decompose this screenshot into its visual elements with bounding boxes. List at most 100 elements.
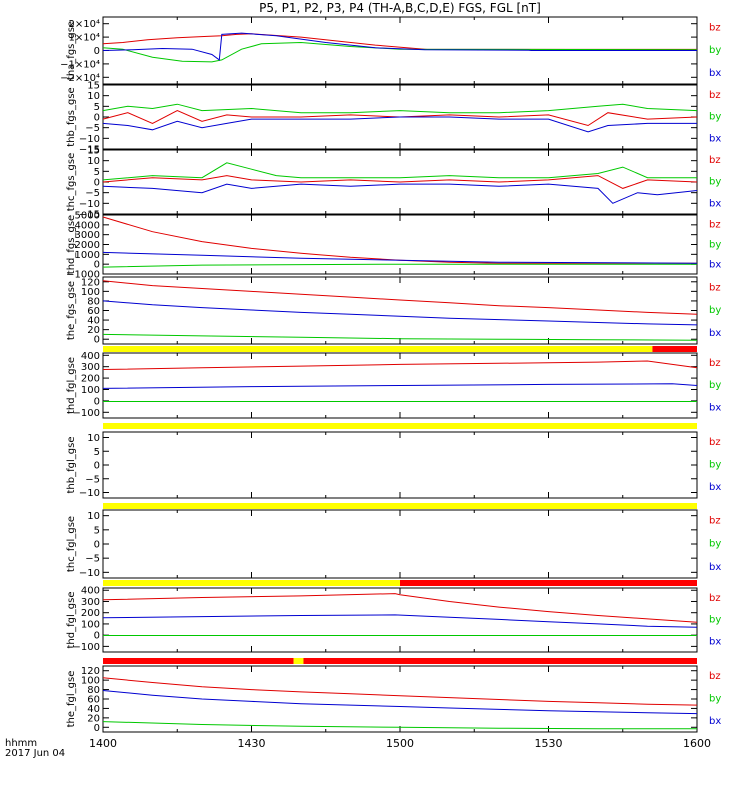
series-line-by	[102, 263, 697, 268]
y-tick-label: 10	[87, 91, 100, 102]
panel-frame	[102, 509, 698, 579]
x-tick-label: 1600	[683, 737, 711, 750]
legend-bz: bz	[709, 90, 721, 101]
y-tick-label: 5	[94, 447, 100, 458]
figure-title: P5, P1, P2, P3, P4 (TH-A,B,C,D,E) FGS, F…	[259, 1, 541, 15]
series-line-by	[102, 41, 698, 63]
y-tick-label: 0	[94, 540, 100, 551]
legend-bx: bx	[709, 68, 721, 79]
legend-bx: bx	[709, 636, 721, 647]
y-axis-label: thd_fgl_gse	[66, 357, 77, 414]
y-tick-label: 400	[81, 586, 100, 597]
y-axis-label: tha_fgs_gse	[66, 21, 77, 80]
legend-bz: bz	[709, 219, 721, 230]
y-tick-label: 20	[87, 325, 100, 336]
legend-bx: bx	[709, 198, 721, 209]
y-tick-label: −10	[79, 568, 100, 579]
y-tick-label: 300	[81, 597, 100, 608]
y-tick-label: 0	[94, 461, 100, 472]
y-tick-label: 40	[87, 316, 100, 327]
y-tick-label: 80	[87, 296, 100, 307]
y-axis-label: thb_fgl_gse	[66, 437, 77, 494]
y-tick-label: 20	[87, 713, 100, 724]
legend-bx: bx	[709, 562, 721, 573]
legend-by: by	[709, 239, 721, 250]
series-line-bx	[102, 383, 698, 389]
y-axis-label: thc_fgs_gse	[66, 153, 77, 212]
y-tick-label: 5	[94, 167, 100, 178]
y-tick-label: 0	[94, 178, 100, 189]
series-line-bx	[102, 690, 698, 715]
legend-by: by	[709, 112, 721, 123]
y-tick-label: 60	[87, 695, 100, 706]
y-tick-label: 0	[94, 631, 100, 642]
status-bar-segment	[303, 658, 697, 664]
legend-by: by	[709, 460, 721, 471]
y-tick-label: 120	[81, 277, 100, 288]
status-bar-segment	[293, 658, 304, 664]
series-line-by	[102, 721, 697, 730]
legend-by: by	[709, 305, 721, 316]
y-tick-label: −2×10⁴	[60, 73, 100, 84]
y-tick-label: 0	[94, 113, 100, 124]
status-bar-segment	[103, 503, 697, 509]
series-line-bx	[102, 300, 698, 326]
legend-by: by	[709, 694, 721, 705]
y-axis-label: thb_fgs_gse	[66, 87, 77, 146]
legend-bx: bx	[709, 133, 721, 144]
legend-bz: bz	[709, 671, 721, 682]
y-tick-label: 15	[87, 81, 100, 92]
y-tick-label: 1×10⁴	[69, 33, 100, 44]
y-tick-label: 100	[81, 676, 100, 687]
y-tick-label: −5	[85, 474, 100, 485]
y-tick-label: −5	[85, 554, 100, 565]
legend-bx: bx	[709, 259, 721, 270]
y-axis-label: thc_fgl_gse	[66, 516, 77, 572]
series-line-bz	[102, 280, 698, 315]
y-tick-label: 2000	[75, 240, 100, 251]
series-line-bz	[102, 110, 698, 127]
y-tick-label: 400	[81, 351, 100, 362]
series-line-by	[102, 103, 698, 114]
y-tick-label: 0	[94, 396, 100, 407]
legend-bz: bz	[709, 282, 721, 293]
series-line-bx	[102, 32, 697, 61]
y-tick-label: 1000	[75, 250, 100, 261]
y-tick-label: −5	[85, 188, 100, 199]
y-tick-label: −1000	[66, 270, 100, 281]
series-line-by	[102, 162, 697, 181]
y-tick-label: 100	[81, 619, 100, 630]
y-axis-label: the_fgl_gse	[66, 671, 77, 728]
y-tick-label: −1×10⁴	[60, 59, 100, 70]
y-tick-label: 10	[87, 511, 100, 522]
y-axis-label: the_fgs_gse	[66, 281, 77, 340]
y-tick-label: 200	[81, 608, 100, 619]
legend-by: by	[709, 177, 721, 188]
series-line-bz	[102, 593, 698, 623]
legend-bz: bz	[709, 437, 721, 448]
legend-bz: bz	[709, 155, 721, 166]
status-bar-segment	[103, 346, 653, 352]
status-bar-segment	[652, 346, 697, 352]
y-tick-label: −10	[79, 134, 100, 145]
y-tick-label: 100	[81, 385, 100, 396]
legend-by: by	[709, 539, 721, 550]
y-tick-label: 5	[94, 525, 100, 536]
y-tick-label: −100	[73, 408, 100, 419]
y-axis-label: thd_fgl_gse	[66, 592, 77, 649]
legend-bx: bx	[709, 402, 721, 413]
status-bar-segment	[103, 423, 697, 429]
y-tick-label: 40	[87, 704, 100, 715]
legend-bz: bz	[709, 593, 721, 604]
status-bar-segment	[103, 580, 400, 586]
y-tick-label: 15	[87, 146, 100, 157]
y-tick-label: −10	[79, 488, 100, 499]
y-tick-label: −100	[73, 642, 100, 653]
panel-frame	[102, 431, 698, 499]
